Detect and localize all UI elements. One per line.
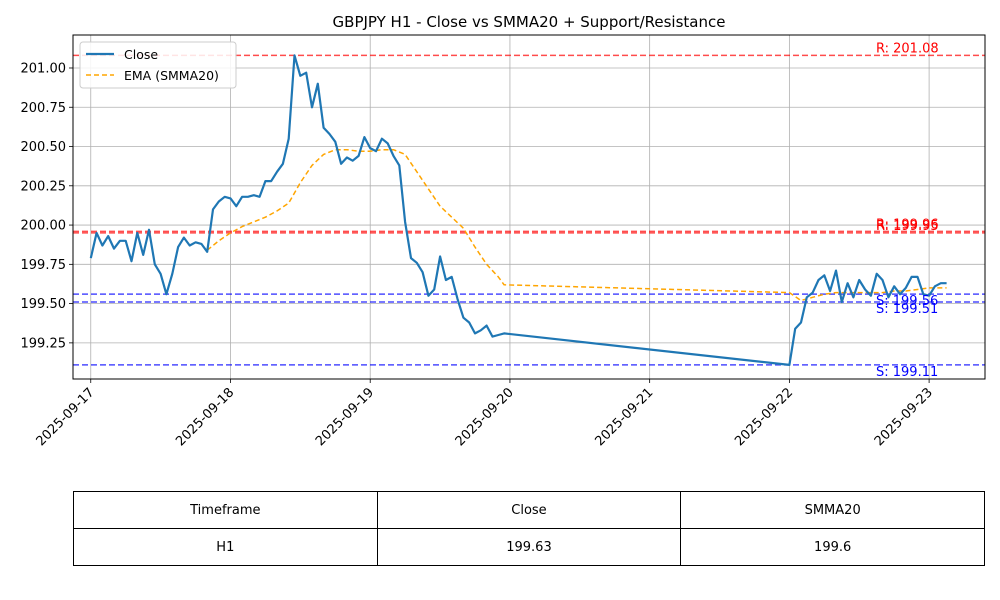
chart-title: GBPJPY H1 - Close vs SMMA20 + Support/Re… <box>333 13 726 31</box>
series-line-close <box>89 54 947 366</box>
summary-table: Timeframe Close SMMA20 H1 199.63 199.6 <box>73 491 985 566</box>
chart: GBPJPY H1 - Close vs SMMA20 + Support/Re… <box>21 13 986 449</box>
legend: Close EMA (SMMA20) <box>79 41 237 89</box>
grid <box>73 35 985 379</box>
table-header-cell: Timeframe <box>73 491 378 529</box>
x-tick-label: 2025-09-22 <box>732 385 796 449</box>
table-row: H1 199.63 199.6 <box>73 528 985 566</box>
table-header-row: Timeframe Close SMMA20 <box>73 491 985 529</box>
y-tick-label: 199.25 <box>21 336 67 351</box>
y-tick-label: 199.75 <box>21 258 67 273</box>
x-tick-label: 2025-09-21 <box>592 385 656 449</box>
y-tick-label: 199.50 <box>21 297 67 312</box>
table-header-cell: SMMA20 <box>680 491 985 529</box>
series <box>89 54 947 366</box>
x-tick-label: 2025-09-19 <box>313 385 377 449</box>
support-label: S: 199.51 <box>876 302 938 317</box>
legend-box <box>79 41 237 89</box>
support-label: S: 199.56 <box>876 294 938 309</box>
x-axis: 2025-09-17 2025-09-18 2025-09-19 2025-09-20… <box>34 379 936 449</box>
series-line-ema-smma20 <box>206 148 947 302</box>
table-cell: 199.6 <box>680 528 985 566</box>
resistance-label: R: 199.96 <box>876 217 939 232</box>
level-labels: R: 201.08R: 199.96R: 199.95S: 199.56S: 1… <box>876 41 939 379</box>
y-tick-label: 200.75 <box>21 101 67 116</box>
plot-frame <box>72 34 986 380</box>
resistance-label: R: 201.08 <box>876 41 939 56</box>
resistance-label: R: 199.95 <box>876 219 939 234</box>
table-cell: 199.63 <box>376 528 682 566</box>
x-tick-label: 2025-09-17 <box>34 385 98 449</box>
x-tick-label: 2025-09-18 <box>173 385 237 449</box>
y-tick-label: 200.50 <box>21 140 67 155</box>
legend-label-smma20: EMA (SMMA20) <box>124 68 219 83</box>
legend-label-close: Close <box>124 47 158 62</box>
y-tick-label: 200.25 <box>21 179 67 194</box>
support-label: S: 199.11 <box>876 365 938 380</box>
y-tick-label: 201.00 <box>21 61 67 76</box>
x-tick-label: 2025-09-23 <box>872 385 936 449</box>
y-axis: 199.25 199.50 199.75 200.00 200.25 200.50 200.… <box>21 61 73 351</box>
table-header-cell: Close <box>376 491 682 529</box>
table-cell: H1 <box>73 528 378 566</box>
x-tick-label: 2025-09-20 <box>453 385 517 449</box>
support-resistance-levels <box>73 54 985 366</box>
y-tick-label: 200.00 <box>21 219 67 234</box>
